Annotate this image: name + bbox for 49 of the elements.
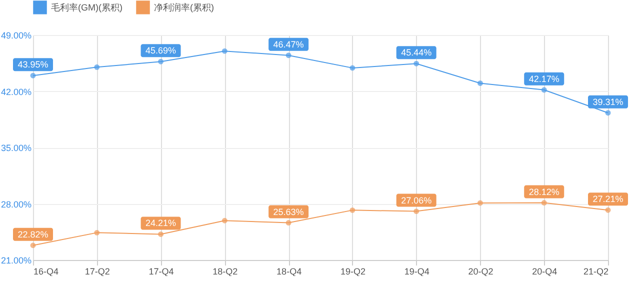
point xyxy=(350,207,356,213)
point xyxy=(94,230,100,236)
point xyxy=(414,60,420,66)
legend-label: 毛利率(GM)(累积) xyxy=(51,2,122,12)
point xyxy=(30,72,36,78)
point xyxy=(286,220,292,226)
x-tick-label: 20-Q4 xyxy=(532,266,558,276)
point xyxy=(605,207,611,213)
x-tick-label: 16-Q4 xyxy=(34,266,59,276)
point xyxy=(477,80,483,86)
data-label: 43.95% xyxy=(18,60,48,70)
point xyxy=(541,87,547,93)
point xyxy=(414,208,420,214)
point xyxy=(158,58,164,64)
data-label: 27.06% xyxy=(401,195,432,206)
point xyxy=(94,64,100,70)
point xyxy=(222,48,228,54)
point xyxy=(222,218,228,224)
y-tick-label: 42.00% xyxy=(0,86,32,97)
x-tick-label: 21-Q2 xyxy=(583,266,608,276)
legend-label: 净利润率(累积) xyxy=(154,2,214,12)
x-tick-label: 19-Q2 xyxy=(340,266,366,276)
data-label: 45.69% xyxy=(146,46,176,56)
x-tick-label: 17-Q4 xyxy=(148,266,174,276)
x-tick-label: 18-Q4 xyxy=(276,266,302,276)
y-tick-label: 49.00% xyxy=(0,30,32,40)
x-tick-label: 20-Q2 xyxy=(468,266,494,276)
data-label: 28.12% xyxy=(528,186,560,197)
data-label: 27.21% xyxy=(592,194,624,204)
point xyxy=(30,242,36,248)
point xyxy=(541,200,547,206)
x-tick-label: 17-Q2 xyxy=(84,266,110,276)
point xyxy=(350,65,356,71)
data-label: 42.17% xyxy=(528,74,560,84)
data-label: 24.21% xyxy=(146,218,176,228)
point xyxy=(605,110,611,116)
data-label: 39.31% xyxy=(592,96,624,107)
data-label: 45.44% xyxy=(401,48,432,58)
point xyxy=(286,52,292,58)
point xyxy=(477,200,483,206)
data-label: 22.82% xyxy=(18,229,48,240)
y-tick-label: 28.00% xyxy=(0,199,32,210)
y-tick-label: 21.00% xyxy=(0,256,32,266)
x-tick-label: 19-Q4 xyxy=(404,266,430,276)
point xyxy=(158,231,164,237)
y-tick-label: 35.00% xyxy=(0,143,32,153)
x-tick-label: 18-Q2 xyxy=(212,266,238,276)
data-label: 25.63% xyxy=(273,206,304,217)
data-label: 46.47% xyxy=(273,39,304,50)
